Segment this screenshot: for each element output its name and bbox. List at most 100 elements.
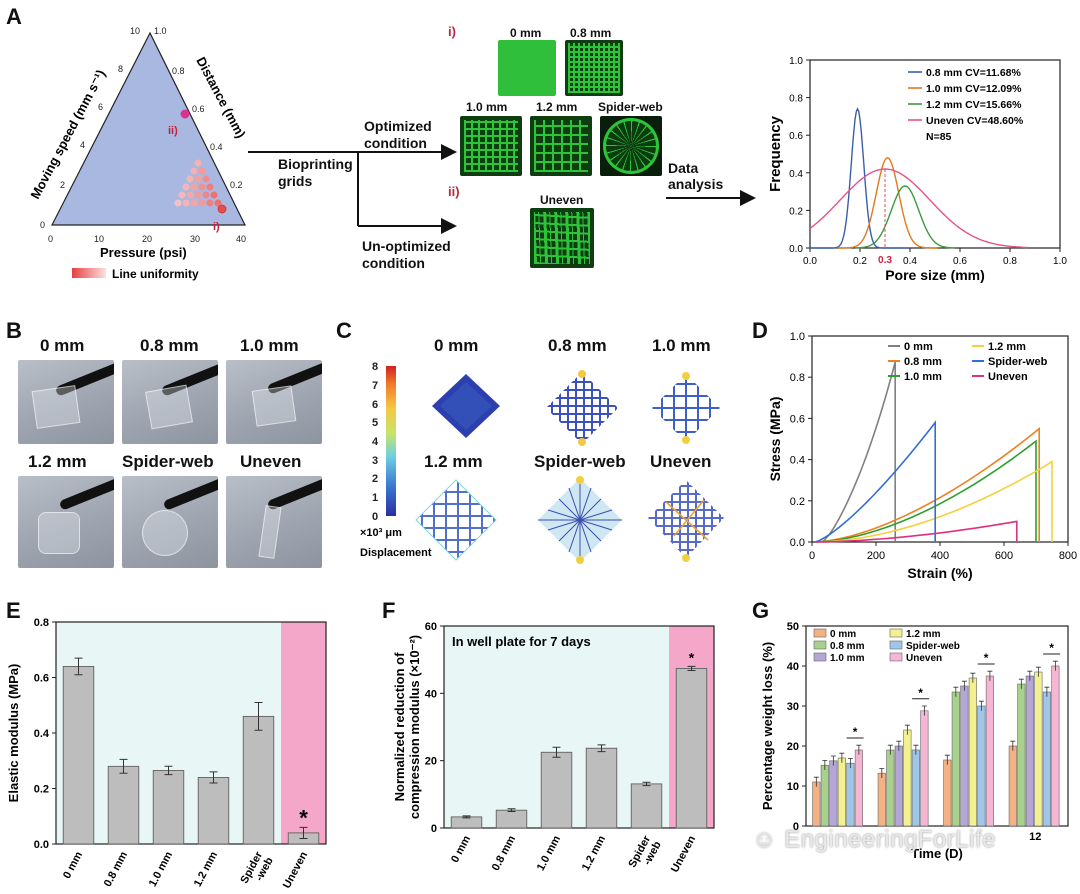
scaffold-label-spiderweb: Spider-web: [598, 100, 663, 114]
ternary-diagram: ii) i) 0 2 4 6 8 10 0.2 0.4 0.6 0.8 1.0 …: [27, 26, 248, 281]
right-tick-02: 0.2: [230, 180, 243, 190]
chartG-ytick: 30: [787, 701, 799, 713]
chartG-legend-swatch: [889, 628, 903, 638]
chartE-errorbar: [119, 758, 128, 774]
svg-text:5: 5: [372, 417, 378, 429]
scaffold-12mm: [530, 116, 592, 176]
chartG-errorbar: [887, 744, 893, 755]
chartF-errorbar: [552, 746, 561, 758]
chartG-errorbar: [896, 740, 902, 751]
chartD-ytick: 0.8: [790, 372, 805, 384]
scaffold-0mm: [498, 40, 556, 96]
bottom-axis-label: Pressure (psi): [100, 245, 187, 260]
watermark: ☺ EngineeringForLife: [752, 826, 996, 853]
chartA-legend-label: 0.8 mm CV=11.68%: [926, 67, 1022, 79]
chartG-bar: [903, 729, 912, 827]
chartG-errorbar: [879, 768, 885, 778]
stress-strain-chart: 0 200 400 600 800 0.0 0.2 0.4 0.6 0.8 1.0 Strain (%…: [767, 331, 1077, 581]
chartG-legend-label: Uneven: [906, 653, 942, 664]
chartG-bar: [985, 675, 994, 827]
chartE-bar: [62, 666, 95, 845]
chartG-bar: [951, 691, 960, 827]
chartG-ytick: 50: [787, 621, 799, 633]
fem-label-12mm: 1.2 mm: [424, 452, 483, 471]
chartG-errorbar: [839, 752, 845, 763]
chartG-legend-swatch: [813, 640, 827, 650]
scaffold-08mm: [565, 40, 623, 96]
svg-text:1: 1: [372, 492, 378, 504]
chartG-ytick: 20: [787, 741, 799, 753]
panel-letter-g: G: [752, 598, 770, 623]
chartG-frame: [805, 625, 1069, 827]
photo-spiderweb: [122, 476, 218, 568]
pore-size-chart: 0.0 0.2 0.4 0.6 0.8 1.0 0.0 0.2 0.4 0.6 0.8 1.0 Pore…: [767, 56, 1067, 283]
chartE-xtick: 1.2 mm: [192, 850, 220, 889]
chartG-legend-label: 1.0 mm: [830, 653, 865, 664]
chartE-ytick: 0.8: [34, 617, 49, 629]
chartF-errorbar: [597, 744, 606, 753]
bottom-tick-30: 30: [190, 234, 200, 244]
panel-letter-f: F: [382, 598, 396, 623]
chartG-errorbar: [921, 705, 927, 716]
chartG-bar: [829, 760, 838, 827]
chartE-xtick: 0 mm: [61, 850, 85, 881]
photo-label-10mm: 1.0 mm: [240, 336, 299, 355]
photo-uneven: [226, 476, 322, 568]
svg-text:8: 8: [372, 361, 378, 373]
chartD-ytick: 0.2: [790, 496, 805, 508]
chartD-legend-label: Uneven: [988, 371, 1028, 383]
chartG-significance-star: *: [853, 725, 858, 739]
panel-letter-d: D: [752, 318, 768, 343]
fem-label-10mm: 1.0 mm: [652, 336, 711, 355]
chartG-errorbar: [978, 700, 984, 711]
svg-text:0: 0: [372, 511, 378, 523]
right-axis-label: Distance (mm): [193, 54, 248, 140]
unoptimized-condition-label: Un-optimized condition: [362, 238, 451, 271]
chartG-errorbar: [913, 744, 919, 755]
point-ii-label: ii): [168, 125, 178, 137]
panel-letter-b: B: [6, 318, 22, 343]
chartE-highlight-bg: [281, 622, 326, 844]
chartD-series-line: [814, 420, 936, 543]
chartG-bar: [977, 705, 986, 827]
chartG-errorbar: [1010, 740, 1016, 751]
chartA-series-line: [837, 157, 938, 249]
chartD-xlabel: Strain (%): [907, 565, 972, 581]
scaffold-label-uneven: Uneven: [540, 193, 584, 207]
chartD-legend-label: 1.0 mm: [904, 371, 942, 383]
colorbar-unit: ×10³ μm: [360, 527, 402, 539]
chartA-ylabel: Frequency: [767, 115, 784, 192]
chartG-errorbar: [1018, 678, 1024, 689]
uniformity-legend-swatch: [72, 268, 106, 278]
chartE-significance-star: *: [299, 805, 308, 830]
flow-arrows: [248, 144, 457, 234]
chartG-bar: [1051, 665, 1060, 827]
chartG-bar: [812, 781, 821, 827]
chartG-errorbar: [856, 744, 862, 755]
chartE-ylabel: Elastic modulus (MPa): [6, 664, 21, 803]
chartG-errorbar: [944, 754, 950, 765]
left-tick-0: 0: [40, 220, 45, 230]
chartF-ytick: 40: [425, 688, 437, 700]
chartD-ytick: 1.0: [790, 331, 805, 343]
chartE-ytick: 0.6: [34, 673, 49, 685]
chartG-errorbar: [904, 724, 910, 735]
chartE-ytick: 0.4: [34, 728, 50, 740]
left-tick-10: 10: [130, 26, 140, 36]
chartD-xtick: 800: [1059, 550, 1077, 562]
chartG-bar: [920, 710, 929, 827]
colorbar-caption: Displacement: [360, 547, 432, 559]
chartF-xtick: 1.2 mm: [580, 834, 608, 873]
colorbar: [386, 366, 396, 516]
chartF-bar: [495, 809, 528, 829]
scaffold-label-12mm: 1.2 mm: [536, 100, 578, 114]
chartA-xtick: 0.0: [803, 256, 817, 267]
fem-label-uneven: Uneven: [650, 452, 712, 471]
chartD-legend-label: Spider-web: [988, 356, 1048, 368]
chartG-bar: [911, 749, 920, 827]
chartA-ytick: 0.8: [789, 94, 803, 105]
right-tick-10: 1.0: [154, 26, 167, 36]
scaffold-label-10mm: 1.0 mm: [466, 100, 508, 114]
chartD-ylabel: Stress (MPa): [767, 397, 783, 482]
right-tick-06: 0.6: [192, 104, 205, 114]
